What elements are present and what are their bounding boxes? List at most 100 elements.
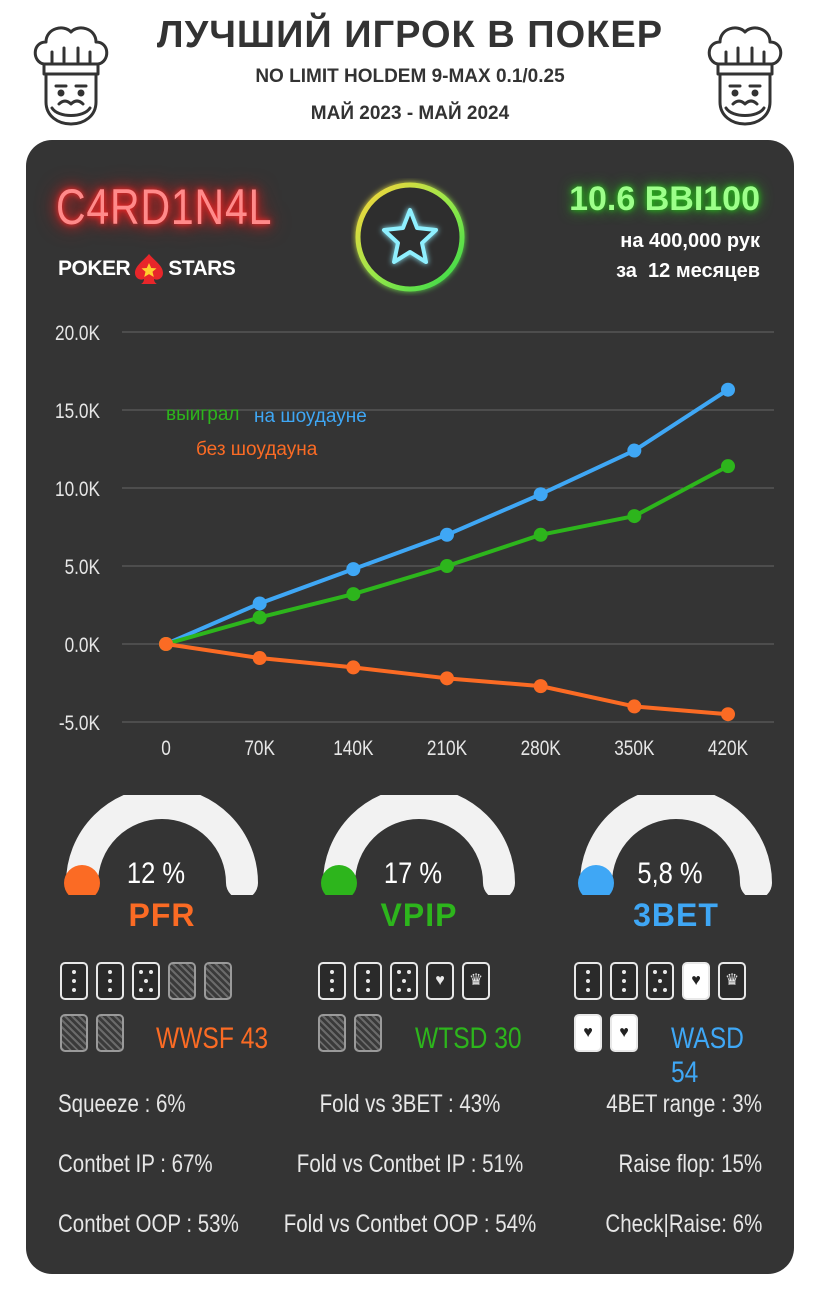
chef-icon <box>707 26 783 126</box>
spade-star-icon <box>135 254 164 284</box>
y-tick-label: 10.0K <box>55 479 100 502</box>
card-five-icon <box>646 962 674 1000</box>
gauge-vpip: 17 % VPIP <box>319 787 519 945</box>
winrate-value: 10.6 BBI100 <box>569 180 760 218</box>
y-tick-label: 5.0K <box>65 557 101 580</box>
card-back-icon <box>354 1014 382 1052</box>
legend-label: выиграл <box>166 404 240 425</box>
y-tick-label: 15.0K <box>55 401 100 424</box>
card-three-icon <box>318 962 346 1000</box>
card-heart-icon: ♥ <box>610 1014 638 1052</box>
data-point <box>721 382 735 397</box>
period-range: МАЙ 2023 - МАЙ 2024 <box>310 103 510 124</box>
card-row: ♥ ♛ <box>318 962 490 1000</box>
card-crown-icon: ♛ <box>462 962 490 1000</box>
contbet-oop-stat: Contbet OOP : 53% <box>58 1210 239 1238</box>
card-back-icon <box>96 1014 124 1052</box>
x-tick-label: 280K <box>521 738 561 761</box>
card-back-icon <box>168 962 196 1000</box>
3bet-value: 5,8 % <box>637 857 703 890</box>
x-tick-label: 350K <box>614 738 654 761</box>
gauge-arc <box>321 787 515 901</box>
data-point <box>627 699 642 714</box>
x-tick-label: 420K <box>708 738 748 761</box>
card-five-icon <box>132 962 160 1000</box>
player-card: C4RD1N4L POKER STARS 10.6 BBI100 на 400,… <box>26 140 794 1274</box>
data-point <box>627 509 642 524</box>
gauge-pfr: 12 % PFR <box>62 787 262 945</box>
card-heart-icon: ♥ <box>426 962 454 1000</box>
pfr-label: PFR <box>128 897 196 933</box>
x-tick-label: 140K <box>333 738 373 761</box>
y-tick-label: 0.0K <box>65 635 101 658</box>
4bet-range-stat: 4BET range : 3% <box>606 1090 762 1118</box>
player-name: C4RD1N4L <box>56 179 273 235</box>
y-tick-label: 20.0K <box>55 323 100 346</box>
data-point <box>440 527 454 542</box>
data-point <box>346 660 361 675</box>
card-row <box>318 1014 382 1052</box>
series-line <box>164 464 730 646</box>
card-row: ♥ ♥ <box>574 1014 638 1052</box>
wwsf-stat: WWSF 43 <box>156 1022 269 1055</box>
data-point <box>627 443 642 458</box>
data-point <box>533 527 548 542</box>
data-point <box>252 596 267 611</box>
star-badge-icon <box>355 182 465 292</box>
data-point <box>252 610 267 625</box>
card-three-icon <box>574 962 602 1000</box>
winnings-chart: 20.0K 15.0K 10.0K 5.0K 0.0K -5.0K 0 70K 140K 210K… <box>55 323 774 761</box>
wtsd-stat: WTSD 30 <box>415 1022 522 1055</box>
card-back-icon <box>60 1014 88 1052</box>
card-three-icon <box>610 962 638 1000</box>
vpip-value: 17 % <box>383 857 443 890</box>
data-point <box>346 562 361 577</box>
fold-vs-3bet-stat: Fold vs 3BET : 43% <box>319 1090 501 1118</box>
data-point <box>440 671 454 686</box>
check-raise-stat: Check|Raise: 6% <box>605 1210 762 1238</box>
data-point <box>346 587 361 602</box>
x-tick-label: 70K <box>244 738 275 761</box>
card-row <box>60 1014 124 1052</box>
months-count: за 12 месяцев <box>616 260 760 282</box>
card-heart-icon: ♥ <box>682 962 710 1000</box>
game-format: NO LIMIT HOLDEM 9-MAX 0.1/0.25 <box>255 66 565 87</box>
hands-count: на 400,000 рук <box>620 230 760 252</box>
logo-text-right: STARS <box>168 257 236 280</box>
logo-text-left: POKER <box>58 257 131 280</box>
card-back-icon <box>204 962 232 1000</box>
card-heart-icon: ♥ <box>574 1014 602 1052</box>
squeeze-stat: Squeeze : 6% <box>58 1090 186 1118</box>
card-back-icon <box>318 1014 346 1052</box>
wasd-stat: WASD 54 <box>671 1022 744 1089</box>
legend-label: на шоудауне <box>254 406 367 427</box>
pokerstars-logo: POKER STARS <box>58 252 236 286</box>
fold-vs-contbet-ip-stat: Fold vs Contbet IP : 51% <box>296 1150 524 1178</box>
contbet-ip-stat: Contbet IP : 67% <box>58 1150 213 1178</box>
card-five-icon <box>390 962 418 1000</box>
card-three-icon <box>354 962 382 1000</box>
card-crown-icon: ♛ <box>718 962 746 1000</box>
3bet-label: 3BET <box>633 897 719 933</box>
legend-label: без шоудауна <box>196 439 318 460</box>
raise-flop-stat: Raise flop: 15% <box>618 1150 762 1178</box>
page-title: ЛУЧШИЙ ИГРОК В ПОКЕР <box>156 14 664 56</box>
data-point <box>252 651 267 666</box>
y-tick-label: -5.0K <box>59 713 100 736</box>
x-tick-label: 210K <box>427 738 467 761</box>
data-point <box>721 459 735 474</box>
data-point <box>159 637 173 651</box>
gauge-arc <box>64 787 258 901</box>
fold-vs-contbet-oop-stat: Fold vs Contbet OOP : 54% <box>283 1210 537 1238</box>
card-three-icon <box>96 962 124 1000</box>
card-row <box>60 962 232 1000</box>
vpip-label: VPIP <box>380 897 458 933</box>
x-tick-label: 0 <box>161 738 171 761</box>
chef-icon <box>33 26 109 126</box>
data-point <box>440 559 454 573</box>
gauge-arc <box>578 787 772 901</box>
data-point <box>533 679 548 694</box>
pfr-value: 12 % <box>126 857 186 890</box>
data-point <box>721 707 735 722</box>
card-row: ♥ ♛ <box>574 962 746 1000</box>
